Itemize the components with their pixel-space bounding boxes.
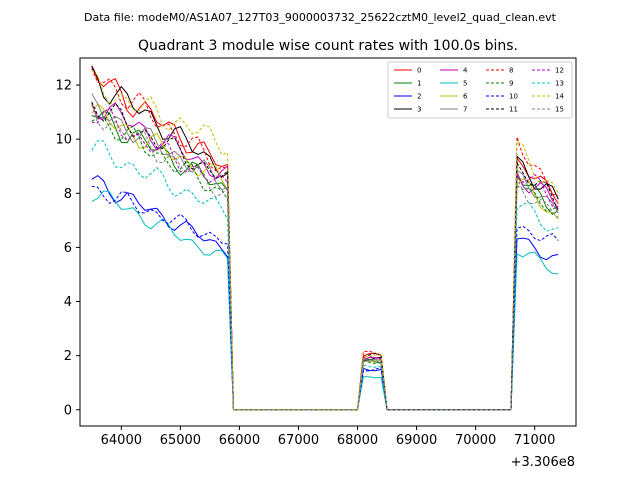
legend-label-9: 9 — [509, 80, 513, 88]
series-line-10 — [91, 185, 559, 411]
series-line-14 — [91, 69, 559, 411]
y-tick-label: 4 — [64, 295, 72, 310]
legend-label-8: 8 — [509, 67, 513, 75]
legend-label-10: 10 — [509, 93, 518, 101]
series-line-8 — [91, 68, 559, 411]
x-tick-label: 66000 — [219, 433, 260, 448]
legend-label-14: 14 — [555, 93, 564, 101]
y-tick-label: 6 — [64, 241, 72, 256]
series-line-0 — [91, 66, 559, 411]
legend-label-7: 7 — [463, 106, 467, 114]
legend-label-5: 5 — [463, 80, 467, 88]
x-axis: 64000 65000 66000 67000 68000 69000 70000 71000 — [101, 426, 555, 448]
x-tick-label: 68000 — [337, 433, 378, 448]
x-tick-label: 70000 — [455, 433, 496, 448]
series-line-9 — [91, 116, 559, 411]
series-line-5 — [91, 190, 559, 411]
series-line-6 — [91, 103, 559, 411]
series-line-2 — [91, 174, 559, 411]
x-tick-label: 65000 — [160, 433, 201, 448]
x-offset-label: +3.306e8 — [511, 455, 575, 470]
legend-frame — [387, 61, 573, 119]
y-tick-label: 10 — [55, 133, 72, 148]
series-line-13 — [91, 140, 559, 411]
plot-area-frame — [79, 57, 577, 427]
y-tick-label: 0 — [64, 403, 72, 418]
legend-label-4: 4 — [463, 67, 468, 75]
y-tick-label: 8 — [64, 187, 72, 202]
series-line-4 — [91, 102, 559, 411]
legend-label-0: 0 — [417, 67, 421, 75]
y-tick-label: 12 — [55, 79, 72, 94]
legend-label-2: 2 — [417, 93, 421, 101]
legend-label-11: 11 — [509, 106, 518, 114]
chart-title: Quadrant 3 module wise count rates with … — [138, 38, 518, 54]
x-tick-label: 64000 — [101, 433, 142, 448]
series-line-15 — [91, 104, 559, 411]
legend-label-6: 6 — [463, 93, 468, 101]
figure-supertitle: Data file: modeM0/AS1A07_127T03_90000037… — [84, 11, 557, 24]
y-tick-label: 2 — [64, 349, 72, 364]
series-lines — [91, 65, 559, 411]
y-axis: 0 2 4 6 8 10 12 — [55, 79, 80, 418]
x-tick-label: 71000 — [514, 433, 555, 448]
legend-label-15: 15 — [555, 106, 564, 114]
x-tick-label: 69000 — [396, 433, 437, 448]
legend-label-1: 1 — [417, 80, 421, 88]
series-line-1 — [91, 110, 559, 411]
x-tick-label: 67000 — [278, 433, 319, 448]
legend-label-12: 12 — [555, 67, 564, 75]
series-line-11 — [91, 101, 559, 411]
legend-label-3: 3 — [417, 106, 421, 114]
legend-label-13: 13 — [555, 80, 564, 88]
